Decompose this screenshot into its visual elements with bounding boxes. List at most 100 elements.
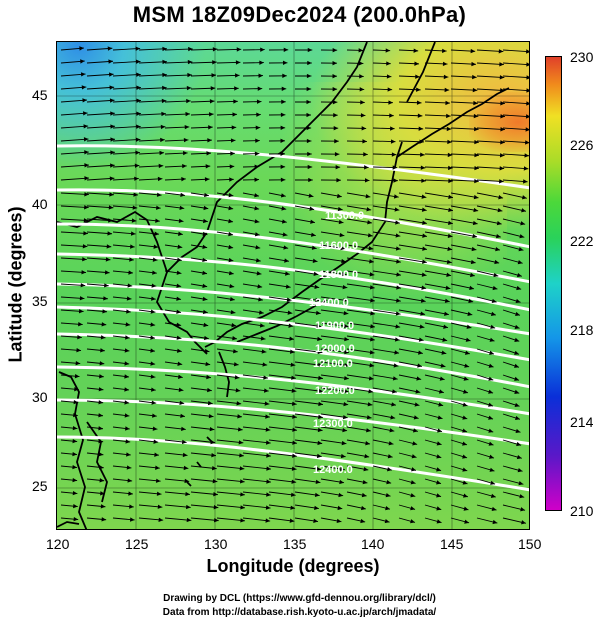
wind-arrow-head — [106, 244, 112, 249]
wind-arrow-head — [514, 402, 520, 407]
wind-arrow — [268, 413, 297, 418]
wind-arrow-head — [155, 218, 160, 223]
wind-arrow — [372, 218, 400, 224]
wind-arrow-head — [337, 505, 343, 511]
wind-arrow-head — [492, 285, 498, 291]
wind-arrow-head — [515, 428, 521, 434]
wind-arrow-head — [180, 413, 185, 419]
wind-arrow-head — [473, 207, 479, 213]
wind-arrow-head — [280, 151, 286, 157]
wind-arrow-head — [489, 454, 494, 459]
wind-arrow-head — [392, 165, 398, 170]
wind-arrow-head — [181, 176, 186, 182]
wind-arrow-head — [73, 399, 79, 405]
wind-arrow-head — [519, 494, 525, 499]
wind-arrow-head — [73, 412, 78, 418]
wind-arrow-head — [306, 138, 312, 144]
wind-arrow — [216, 504, 246, 509]
wind-arrow-head — [210, 439, 216, 445]
wind-arrow-head — [254, 151, 260, 156]
wind-arrow-head — [436, 480, 442, 485]
wind-arrow-head — [310, 232, 316, 237]
wind-arrow-head — [236, 401, 242, 406]
wind-arrow — [424, 192, 454, 199]
wind-arrow-head — [156, 192, 162, 197]
wind-arrow-head — [463, 389, 468, 394]
wind-arrow-head — [521, 208, 527, 213]
wind-arrow-head — [280, 138, 286, 144]
wind-arrow-head — [421, 178, 426, 183]
map-plot-area: 11300.0 11600.0 11800.0 12400.0 11900.0 … — [56, 41, 530, 530]
wind-arrow-head — [465, 337, 471, 342]
wind-arrow — [268, 426, 298, 431]
wind-arrow-head — [498, 49, 504, 54]
wind-arrow — [294, 348, 323, 353]
wind-arrow-head — [493, 272, 499, 278]
wind-arrow-head — [420, 165, 426, 170]
wind-arrow-head — [517, 259, 523, 265]
wind-arrow-head — [84, 192, 89, 197]
wind-arrow-head — [255, 245, 261, 250]
wind-arrow-head — [289, 518, 295, 523]
wind-arrow-head — [411, 454, 417, 459]
wind-arrow-head — [108, 59, 114, 64]
wind-arrow-head — [436, 493, 442, 498]
wind-arrow-head — [462, 480, 468, 485]
wind-arrow-head — [237, 414, 242, 419]
wind-arrow-head — [363, 152, 368, 157]
wind-arrow-head — [235, 73, 240, 78]
wind-arrow-head — [292, 453, 297, 458]
wind-arrow-head — [391, 152, 397, 157]
wind-arrow-head — [488, 428, 494, 433]
wind-arrow-head — [151, 296, 156, 301]
wind-arrow-head — [110, 150, 115, 155]
wind-arrow-head — [176, 322, 182, 327]
wind-arrow-head — [206, 151, 212, 156]
wind-arrow-head — [231, 125, 237, 130]
wind-arrow-head — [185, 111, 191, 117]
wind-arrow-head — [361, 126, 367, 131]
wind-arrow-head — [98, 452, 104, 457]
wind-arrow-head — [259, 323, 265, 328]
wind-arrow-head — [360, 113, 366, 118]
wind-arrow — [476, 101, 505, 104]
wind-arrow-head — [370, 337, 375, 342]
wind-arrow-head — [127, 478, 133, 483]
wind-arrow-head — [205, 164, 211, 169]
wind-arrow-head — [213, 492, 218, 497]
contour-labels: 11300.0 11600.0 11800.0 12400.0 11900.0 … — [309, 210, 364, 476]
wind-arrow-head — [441, 350, 447, 355]
y-tick-label: 45 — [32, 87, 48, 103]
wind-arrow-head — [365, 441, 371, 446]
wind-arrow-head — [413, 415, 419, 420]
wind-arrow-head — [342, 427, 348, 433]
wind-arrow-head — [360, 100, 365, 105]
wind-arrow-head — [126, 452, 131, 457]
wind-arrow — [450, 192, 479, 199]
wind-arrow-head — [446, 126, 452, 132]
wind-arrow-head — [343, 388, 349, 394]
wind-arrow-head — [307, 151, 312, 157]
wind-arrow-head — [421, 207, 427, 212]
wind-arrow-head — [332, 47, 338, 53]
wind-arrow-head — [514, 337, 520, 342]
wind-arrow-head — [266, 453, 271, 458]
wind-arrow-head — [421, 194, 427, 199]
wind-arrow-head — [232, 336, 237, 341]
wind-arrow-head — [464, 363, 470, 368]
wind-arrow-head — [180, 192, 186, 198]
wind-arrow-head — [283, 245, 289, 250]
wind-arrow-head — [160, 124, 166, 130]
wind-arrow-head — [208, 125, 213, 130]
wind-arrow-head — [339, 232, 345, 238]
wind-arrow — [398, 244, 428, 250]
wind-arrow-head — [290, 492, 296, 497]
wind-arrow — [450, 205, 479, 212]
wind-arrow-head — [136, 111, 141, 116]
wind-arrow — [164, 61, 193, 64]
wind-arrow-head — [474, 152, 479, 158]
wind-arrow-head — [232, 112, 238, 117]
wind-arrow-head — [474, 165, 479, 171]
wind-arrow-head — [419, 139, 424, 144]
wind-arrow-head — [416, 376, 422, 381]
